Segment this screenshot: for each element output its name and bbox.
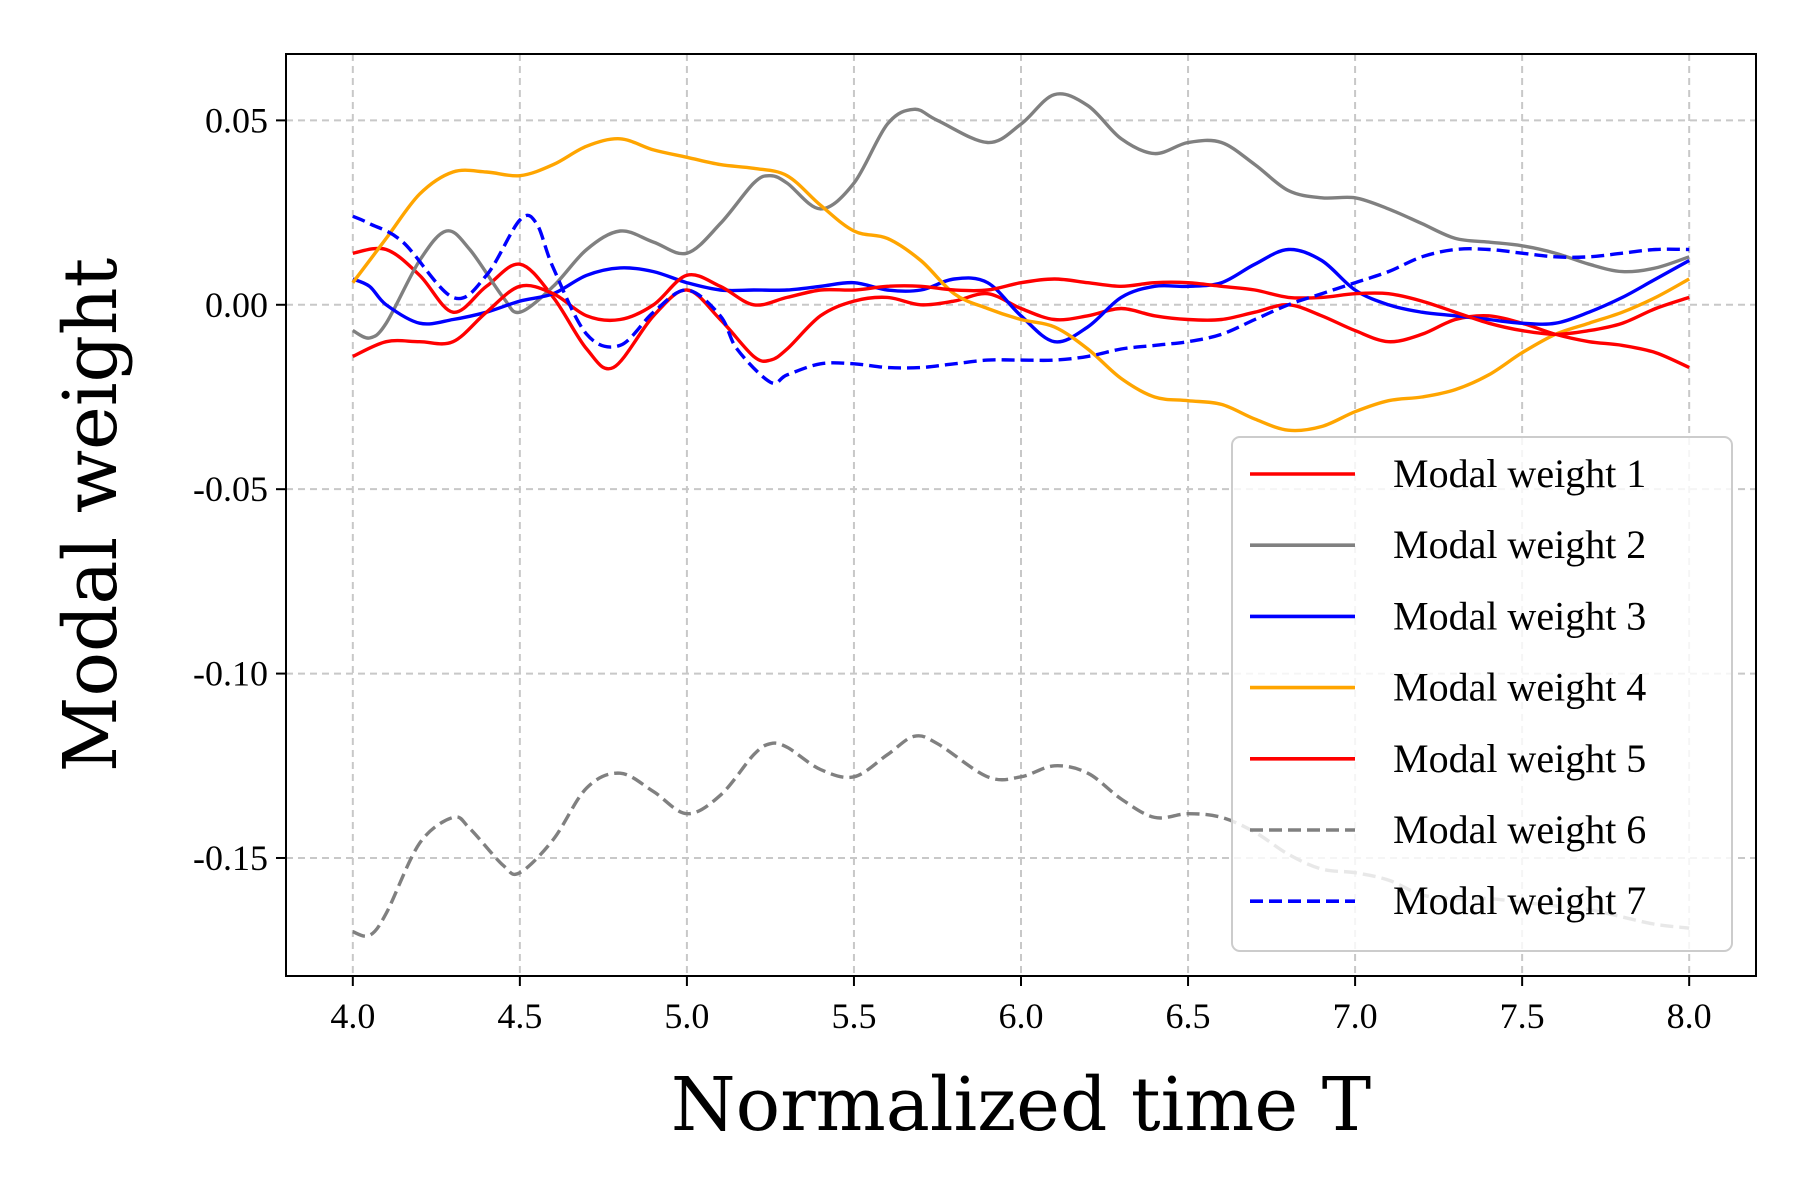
legend-label-1: Modal weight 1 <box>1393 451 1646 496</box>
series-line-2 <box>351 92 1690 340</box>
y-axis-title: Modal weight <box>48 257 134 772</box>
x-axis: 4.0 4.5 5.0 5.5 6.0 6.5 7.0 7.5 8.0 <box>330 976 1712 1036</box>
x-tick-label: 7.5 <box>1500 996 1545 1036</box>
y-tick-label: -0.10 <box>193 654 268 694</box>
series-line-3 <box>352 247 1691 344</box>
legend-label-5: Modal weight 5 <box>1393 736 1646 781</box>
legend-label-3: Modal weight 3 <box>1393 593 1646 638</box>
x-tick-label: 6.0 <box>999 996 1044 1036</box>
x-tick-label: 7.0 <box>1333 996 1378 1036</box>
y-tick-label: -0.15 <box>193 838 268 878</box>
series-line-4 <box>351 137 1691 433</box>
x-tick-label: 5.0 <box>664 996 709 1036</box>
x-tick-label: 8.0 <box>1667 996 1712 1036</box>
x-axis-title: Normalized time T <box>671 1062 1371 1148</box>
x-tick-label: 6.5 <box>1166 996 1211 1036</box>
series-line-7 <box>352 213 1690 385</box>
y-axis: 0.05 0.00 -0.05 -0.10 -0.15 <box>193 100 286 878</box>
series-layer <box>351 92 1691 938</box>
x-tick-label: 4.5 <box>497 996 542 1036</box>
series-line-6 <box>352 733 1690 938</box>
legend-label-4: Modal weight 4 <box>1393 665 1646 710</box>
series-line-1 <box>352 246 1690 371</box>
x-tick-label: 4.0 <box>330 996 375 1036</box>
legend-box <box>1231 436 1733 952</box>
legend-label-6: Modal weight 6 <box>1393 807 1646 852</box>
legend-label-2: Modal weight 2 <box>1393 522 1646 567</box>
y-tick-label: -0.05 <box>193 469 268 509</box>
legend-label-7: Modal weight 7 <box>1393 878 1646 923</box>
y-tick-label: 0.05 <box>205 100 268 140</box>
y-tick-label: 0.00 <box>205 285 268 325</box>
series-line-5 <box>352 272 1690 358</box>
legend: Modal weight 1 Modal weight 2 Modal weight… <box>1231 436 1733 952</box>
x-tick-label: 5.5 <box>831 996 876 1036</box>
